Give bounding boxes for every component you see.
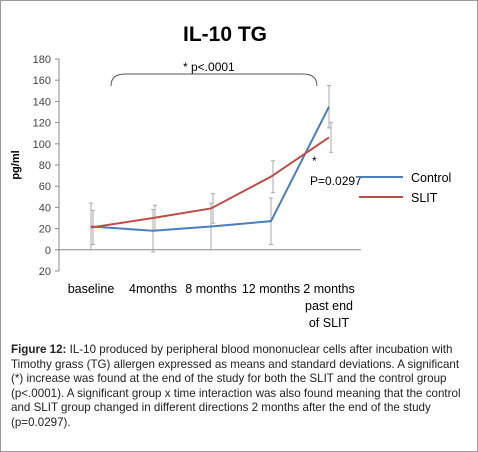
- x-tick-label: 2 months past end of SLIT: [303, 282, 354, 330]
- x-tick-label: 4months: [129, 282, 177, 296]
- y-axis-label: pg/ml: [10, 150, 22, 179]
- y-tick-label: 80: [39, 160, 51, 172]
- y-tick-label: 160: [33, 75, 51, 87]
- figure-caption: Figure 12: IL-10 produced by peripheral …: [11, 343, 471, 430]
- y-tick-label: 120: [33, 118, 51, 130]
- y-tick-label: 20: [39, 224, 51, 236]
- legend-label-control: Control: [411, 171, 451, 185]
- y-tick-label: 100: [33, 139, 51, 151]
- series-line-slit: [90, 136, 330, 229]
- caption-label: Figure 12:: [11, 343, 67, 356]
- annotations: * p<.0001 * P=0.0297: [110, 60, 362, 188]
- y-tick-label: 0: [45, 245, 51, 257]
- y-tick-label: 140: [33, 96, 51, 108]
- series-lines: [90, 106, 330, 232]
- p-value-annotation: P=0.0297: [310, 174, 362, 188]
- x-tick-label: baseline: [68, 282, 115, 296]
- legend: Control SLIT: [359, 171, 451, 205]
- line-chart: IL-10 TG 180 160 140 120 100 80 60 40 20 0 20 pg/m…: [10, 23, 451, 330]
- chart-title: IL-10 TG: [183, 23, 267, 46]
- x-tick-label: 12 months: [242, 282, 300, 296]
- series-line-control: [90, 106, 330, 232]
- x-tick-label: 8 months: [185, 282, 236, 296]
- x-axis: baseline 4months 8 months 12 months 2 months…: [59, 249, 361, 330]
- y-tick-label: 40: [39, 202, 51, 214]
- caption-text: IL-10 produced by peripheral blood monon…: [11, 343, 461, 429]
- y-tick-label: 60: [39, 181, 51, 193]
- legend-label-slit: SLIT: [411, 191, 438, 205]
- interaction-star: *: [312, 154, 317, 168]
- y-tick-label: 20: [39, 266, 51, 278]
- bracket-annotation: * p<.0001: [183, 60, 235, 74]
- significance-bracket: [110, 73, 318, 87]
- y-axis: 180 160 140 120 100 80 60 40 20 0 20: [33, 54, 60, 278]
- y-tick-label: 180: [33, 54, 51, 66]
